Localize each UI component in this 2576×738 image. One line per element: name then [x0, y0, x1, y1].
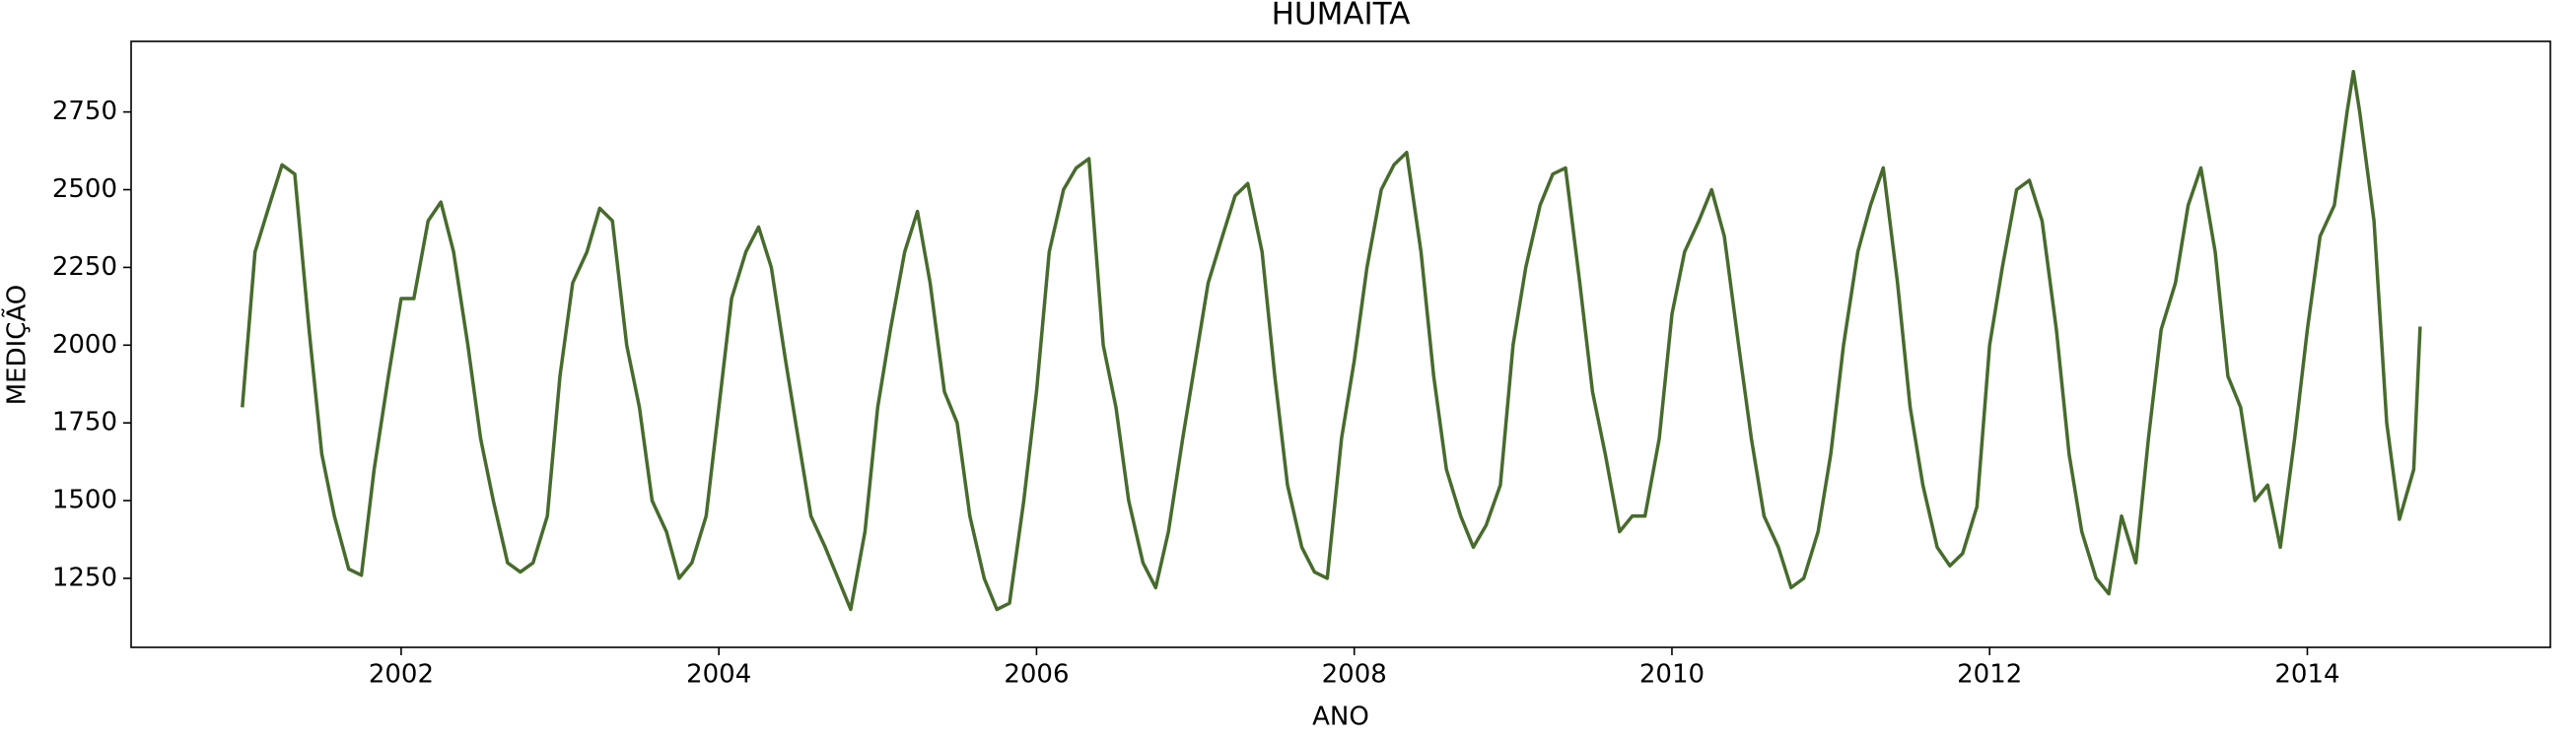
plot-frame: [130, 40, 2551, 648]
y-tick-label: 1250: [52, 563, 117, 592]
y-tick-label: 2500: [52, 174, 117, 204]
x-tick-label: 2004: [686, 660, 751, 690]
x-tick-label: 2008: [1322, 660, 1387, 690]
x-tick-label: 2002: [369, 660, 434, 690]
x-tick-label: 2012: [1957, 660, 2022, 690]
y-axis-label: MEDIÇÃO: [1, 285, 33, 406]
data-line: [241, 69, 2422, 612]
y-tick-label: 2750: [52, 97, 117, 126]
y-tick-label: 1750: [52, 408, 117, 437]
x-axis-label: ANO: [1312, 703, 1369, 732]
x-tick-label: 2010: [1639, 660, 1705, 690]
x-tick-label: 2014: [2274, 660, 2339, 690]
x-tick-label: 2006: [1004, 660, 1069, 690]
y-tick-label: 2000: [52, 330, 117, 360]
chart-title: HUMAITA: [1272, 0, 1411, 33]
y-tick-label: 2250: [52, 252, 117, 282]
y-tick-label: 1500: [52, 486, 117, 515]
